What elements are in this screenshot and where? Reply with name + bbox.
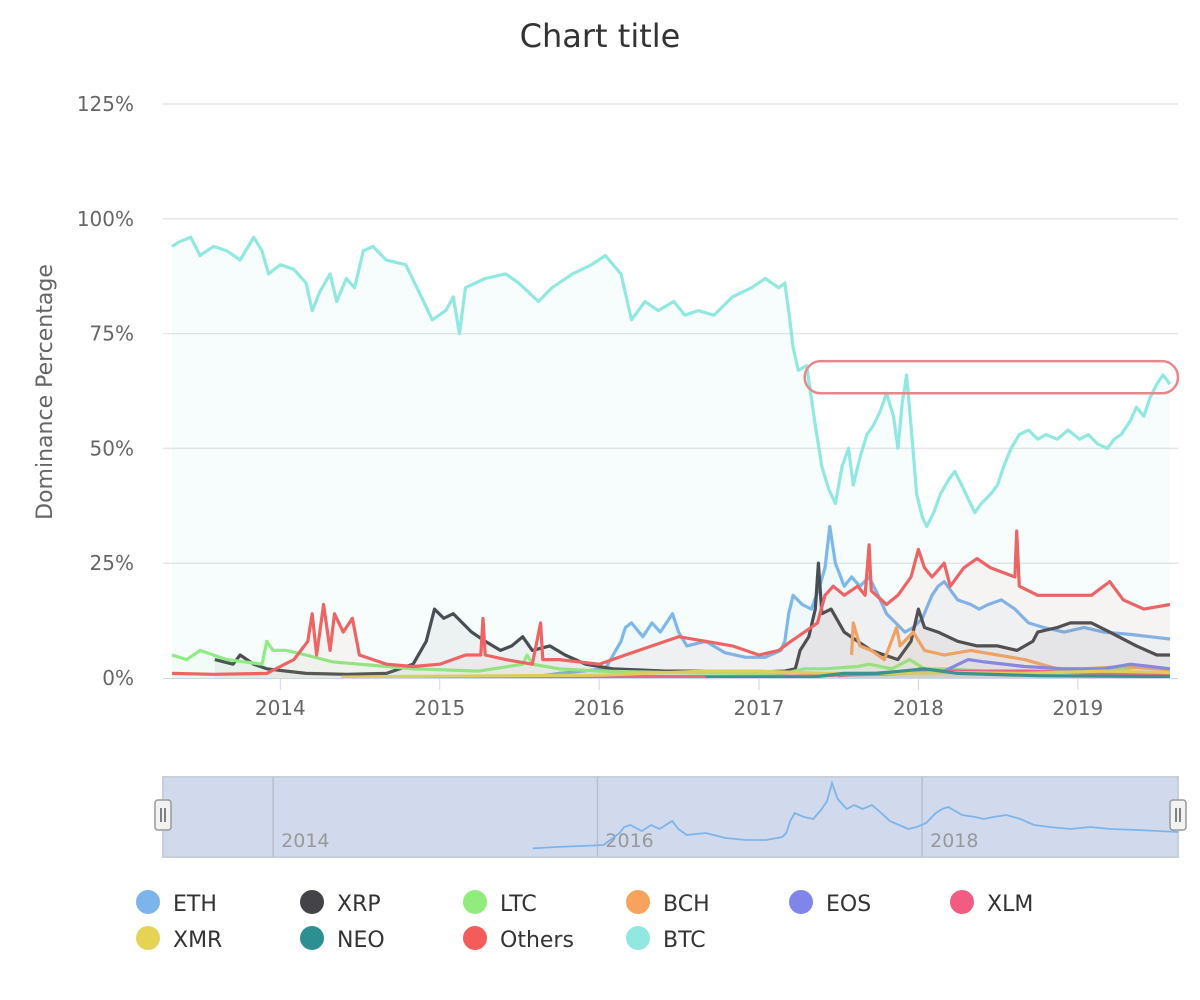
legend-marker	[463, 890, 487, 914]
legend-marker	[626, 890, 650, 914]
navigator-handle-left[interactable]	[154, 799, 172, 831]
legend-label: Others	[500, 928, 574, 953]
legend-item-ltc[interactable]: LTC	[463, 890, 537, 917]
y-tick-label: 25%	[90, 551, 134, 575]
legend-label: XLM	[987, 892, 1033, 917]
legend-marker	[950, 890, 974, 914]
x-tick-label: 2014	[255, 696, 306, 720]
navigator-handle-right[interactable]	[1169, 799, 1187, 831]
navigator-handle-right-grip[interactable]	[1169, 799, 1187, 831]
highlight-annotation	[803, 359, 1180, 395]
legend-item-eos[interactable]: EOS	[789, 890, 871, 917]
navigator-series-line	[532, 779, 1179, 850]
legend-marker	[136, 890, 160, 914]
legend-label: LTC	[500, 892, 537, 917]
legend-label: EOS	[826, 892, 871, 917]
y-axis-label: Dominance Percentage	[33, 264, 58, 520]
legend-label: XRP	[337, 892, 381, 917]
series-line-others[interactable]	[171, 529, 1171, 676]
legend-item-xlm[interactable]: XLM	[950, 890, 1033, 917]
series-area-neo	[705, 668, 1170, 678]
legend-label: NEO	[337, 928, 385, 953]
series-line-xrp[interactable]	[214, 561, 1170, 676]
series-line-eth[interactable]	[535, 524, 1171, 679]
plot-area[interactable]	[171, 235, 1172, 680]
navigator-handle-left-grip[interactable]	[154, 799, 172, 831]
series-line-neo[interactable]	[705, 667, 1171, 680]
x-axis-ticks: 2014 2015 2016 2017 2018 2019	[255, 679, 1103, 720]
legend-label: BCH	[663, 892, 710, 917]
legend-marker	[300, 926, 324, 950]
y-tick-label: 125%	[77, 92, 134, 116]
x-tick-label: 2016	[574, 696, 625, 720]
navigator-tick-label: 2018	[930, 830, 978, 852]
y-tick-label: 0%	[102, 666, 134, 690]
legend-marker	[789, 890, 813, 914]
series-line-xmr[interactable]	[340, 669, 1171, 679]
series-eth[interactable]	[535, 524, 1171, 679]
x-tick-label: 2019	[1052, 696, 1103, 720]
legend-label: BTC	[663, 928, 706, 953]
x-tick-label: 2015	[414, 696, 465, 720]
legend-item-btc[interactable]: BTC	[626, 926, 706, 953]
series-area-xrp	[214, 563, 1171, 678]
series-btc[interactable]	[171, 235, 1172, 678]
legend-marker	[626, 926, 650, 950]
navigator-range[interactable]	[162, 776, 1179, 858]
legend-item-eth[interactable]: ETH	[136, 890, 217, 917]
navigator-tick-label: 2016	[605, 830, 653, 852]
legend-label: XMR	[173, 928, 222, 953]
navigator-tick-label: 2014	[281, 830, 329, 852]
x-tick-label: 2017	[734, 696, 785, 720]
legend-marker	[136, 926, 160, 950]
series-area-eth	[535, 526, 1170, 678]
legend-marker	[300, 890, 324, 914]
legend-item-bch[interactable]: BCH	[626, 890, 710, 917]
legend-item-xmr[interactable]: XMR	[136, 926, 222, 953]
series-area-btc	[172, 237, 1170, 678]
series-line-eos[interactable]	[837, 658, 1171, 678]
series-neo[interactable]	[705, 667, 1171, 680]
legend: ETH XRP LTC BCH EOS XLM XMR NEO Others BTC	[136, 890, 1033, 953]
series-others[interactable]	[171, 529, 1171, 678]
series-area-bch	[851, 622, 1170, 678]
legend-item-others[interactable]: Others	[463, 926, 574, 953]
legend-item-xrp[interactable]: XRP	[300, 890, 381, 917]
y-tick-label: 100%	[77, 207, 134, 231]
legend-label: ETH	[173, 892, 217, 917]
y-axis-ticks: 0% 25% 50% 75% 100% 125%	[77, 92, 134, 690]
series-xrp[interactable]	[214, 561, 1171, 678]
legend-marker	[463, 926, 487, 950]
y-tick-label: 75%	[90, 322, 134, 346]
navigator[interactable]: 2014 2016 2018	[154, 776, 1187, 858]
series-line-btc[interactable]	[171, 235, 1172, 529]
x-tick-label: 2018	[893, 696, 944, 720]
y-tick-label: 50%	[90, 436, 134, 460]
series-area-others	[172, 531, 1170, 678]
y-gridlines	[163, 103, 1178, 564]
chart-title: Chart title	[520, 17, 681, 55]
legend-item-neo[interactable]: NEO	[300, 926, 385, 953]
